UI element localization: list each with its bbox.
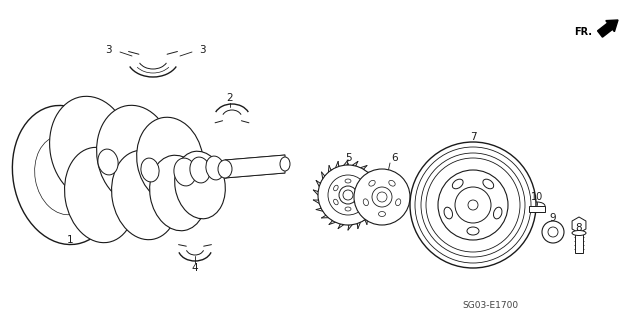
Ellipse shape xyxy=(137,117,204,203)
Circle shape xyxy=(354,169,410,225)
Text: 7: 7 xyxy=(470,132,476,142)
Text: 10: 10 xyxy=(531,192,543,202)
Circle shape xyxy=(410,142,536,268)
Text: 2: 2 xyxy=(227,93,234,103)
Ellipse shape xyxy=(111,150,179,240)
Ellipse shape xyxy=(150,155,206,231)
Ellipse shape xyxy=(174,158,196,186)
Polygon shape xyxy=(575,233,583,253)
Ellipse shape xyxy=(218,160,232,178)
Text: 1: 1 xyxy=(67,235,74,245)
Text: 9: 9 xyxy=(550,213,556,223)
Circle shape xyxy=(372,187,392,207)
Circle shape xyxy=(343,190,353,200)
Polygon shape xyxy=(572,217,586,233)
Ellipse shape xyxy=(572,231,586,235)
Circle shape xyxy=(468,200,478,210)
Circle shape xyxy=(438,170,508,240)
Circle shape xyxy=(548,227,558,237)
Ellipse shape xyxy=(65,147,136,243)
Ellipse shape xyxy=(98,149,118,175)
Text: FR.: FR. xyxy=(574,27,592,37)
Circle shape xyxy=(377,192,387,202)
Ellipse shape xyxy=(206,156,224,180)
Ellipse shape xyxy=(141,158,159,182)
Circle shape xyxy=(318,165,378,225)
Circle shape xyxy=(328,175,368,215)
Ellipse shape xyxy=(49,96,131,200)
Ellipse shape xyxy=(97,105,173,205)
Text: 4: 4 xyxy=(192,263,198,273)
Text: 6: 6 xyxy=(392,153,398,163)
Circle shape xyxy=(542,221,564,243)
Ellipse shape xyxy=(280,157,290,171)
Text: 5: 5 xyxy=(345,153,351,163)
Polygon shape xyxy=(529,206,545,212)
Text: 8: 8 xyxy=(576,223,582,233)
Text: SG03-E1700: SG03-E1700 xyxy=(462,301,518,310)
Circle shape xyxy=(339,186,357,204)
Circle shape xyxy=(455,187,491,223)
Ellipse shape xyxy=(12,106,118,245)
Ellipse shape xyxy=(175,151,225,219)
Text: 3: 3 xyxy=(198,45,205,55)
Ellipse shape xyxy=(190,157,210,183)
Polygon shape xyxy=(225,155,285,178)
Text: 3: 3 xyxy=(105,45,111,55)
FancyArrow shape xyxy=(598,20,618,37)
